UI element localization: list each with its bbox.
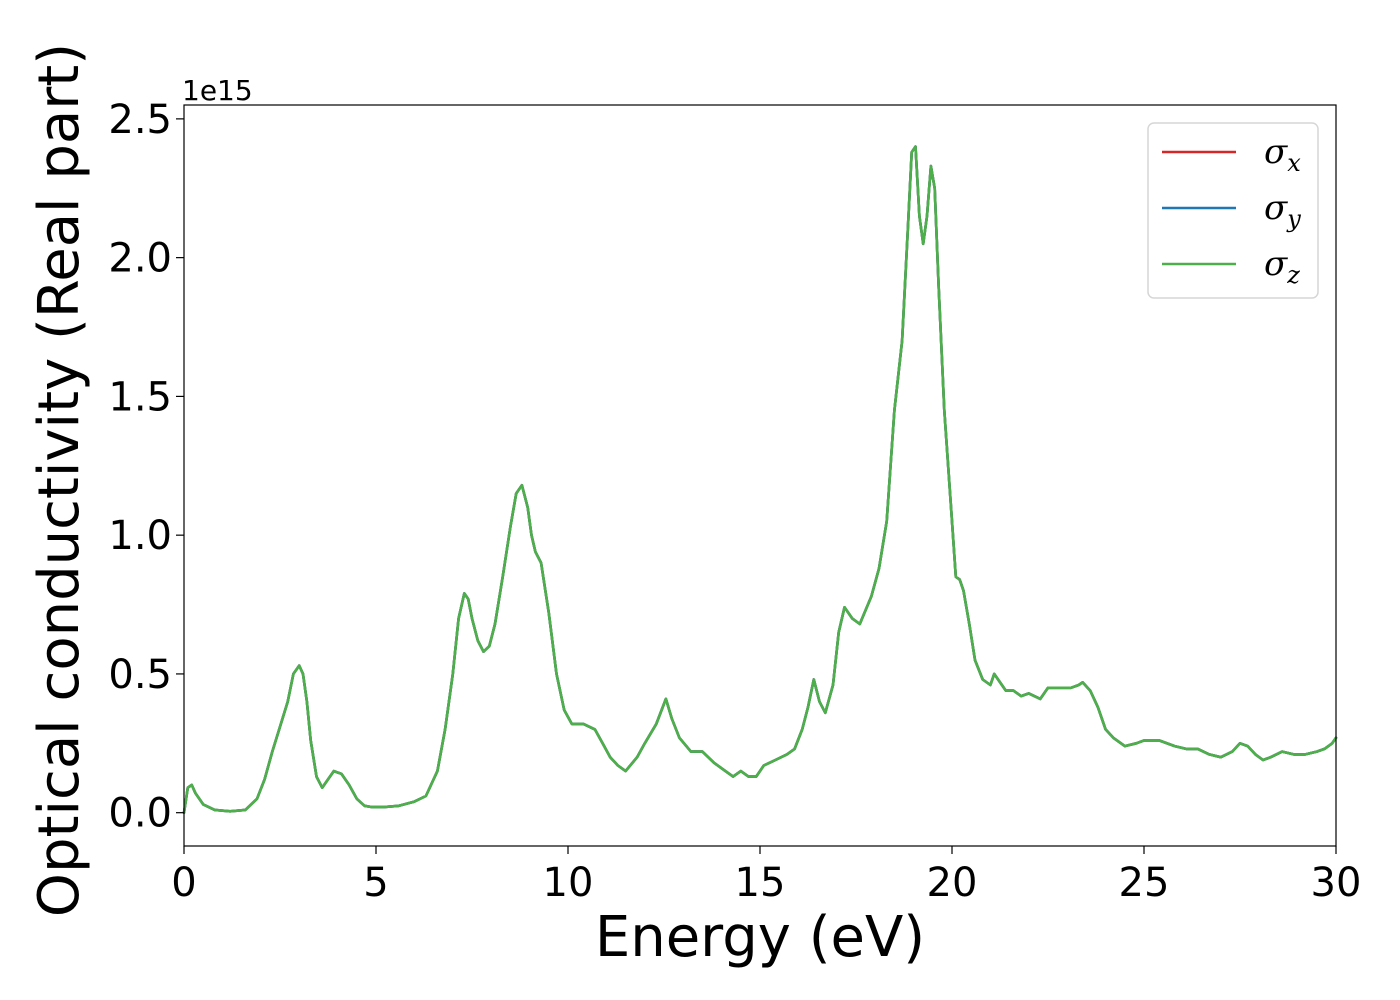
x-tick-label: 20	[927, 860, 978, 906]
legend: σx σy σz	[1147, 122, 1319, 299]
x-tick-label: 15	[735, 860, 786, 906]
x-tick-label: 10	[543, 860, 594, 906]
legend-label-y: σy	[1264, 188, 1301, 233]
y-axis: 0.0 0.5 1.0 1.5 2.0 2.5	[108, 97, 184, 837]
x-tick-label: 30	[1311, 860, 1362, 906]
y-tick-label: 2.5	[108, 97, 172, 143]
x-axis-title: Energy (eV)	[595, 905, 925, 970]
y-offset-label: 1e15	[182, 74, 253, 107]
y-tick-label: 2.0	[108, 236, 172, 282]
y-tick-label: 1.5	[108, 374, 172, 420]
series-layer	[182, 145, 1338, 814]
y-tick-label: 1.0	[108, 513, 172, 559]
x-axis: 0 5 10 15 20 25 30	[171, 846, 1361, 906]
plot-area	[184, 105, 1336, 846]
y-tick-label: 0.0	[108, 791, 172, 837]
legend-label-x: σx	[1264, 132, 1301, 177]
legend-box	[1147, 122, 1319, 299]
x-tick-label: 5	[363, 860, 388, 906]
legend-label-z: σz	[1264, 244, 1300, 289]
x-tick-label: 25	[1119, 860, 1170, 906]
x-tick-label: 0	[171, 860, 196, 906]
y-tick-label: 0.5	[108, 652, 172, 698]
y-axis-title: Optical conductivity (Real part)	[27, 43, 92, 917]
series-line-z	[182, 145, 1338, 814]
